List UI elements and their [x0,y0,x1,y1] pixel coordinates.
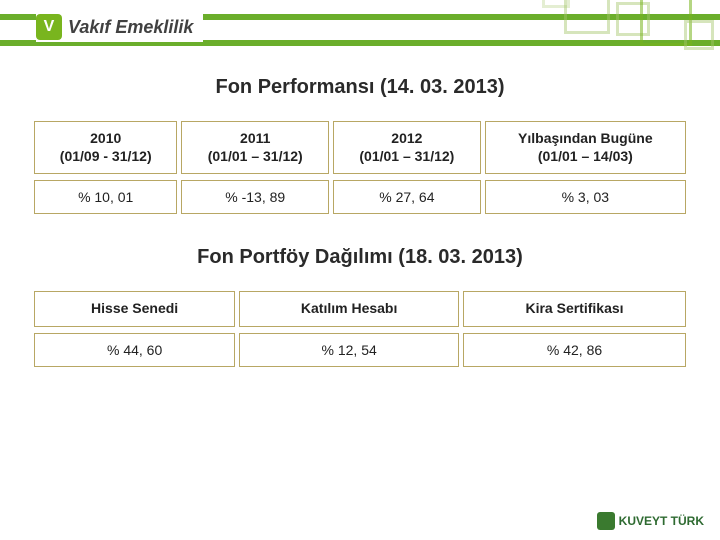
header: V Vakıf Emeklilik [0,0,720,58]
alloc-value-katilim: % 12, 54 [239,333,459,367]
content: Fon Performansı (14. 03. 2013) 2010 (01/… [0,58,720,373]
performance-table: 2010 (01/09 - 31/12) 2011 (01/01 – 31/12… [30,115,690,220]
col-header-2010: 2010 (01/09 - 31/12) [34,121,177,174]
perf-value-ytd: % 3, 03 [485,180,686,214]
col-header-2011: 2011 (01/01 – 31/12) [181,121,329,174]
col-header-katilim: Katılım Hesabı [239,291,459,327]
brand-logo: V Vakıf Emeklilik [36,12,203,42]
brand-mark-icon: V [36,14,62,40]
col-header-2012: 2012 (01/01 – 31/12) [333,121,481,174]
footer-brand-icon [597,512,615,530]
table-row: % 44, 60 % 12, 54 % 42, 86 [34,333,686,367]
perf-value-2011: % -13, 89 [181,180,329,214]
table-row: % 10, 01 % -13, 89 % 27, 64 % 3, 03 [34,180,686,214]
table-header-row: 2010 (01/09 - 31/12) 2011 (01/01 – 31/12… [34,121,686,174]
alloc-value-kira: % 42, 86 [463,333,686,367]
alloc-value-hisse: % 44, 60 [34,333,235,367]
footer-brand-text: KUVEYT TÜRK [619,514,704,528]
perf-value-2010: % 10, 01 [34,180,177,214]
table-header-row: Hisse Senedi Katılım Hesabı Kira Sertifi… [34,291,686,327]
col-header-kira: Kira Sertifikası [463,291,686,327]
perf-value-2012: % 27, 64 [333,180,481,214]
footer-brand: KUVEYT TÜRK [597,512,704,530]
allocation-title: Fon Portföy Dağılımı (18. 03. 2013) [30,246,690,269]
performance-title: Fon Performansı (14. 03. 2013) [30,76,690,99]
header-decoration [500,0,720,58]
allocation-table: Hisse Senedi Katılım Hesabı Kira Sertifi… [30,285,690,373]
brand-text: Vakıf Emeklilik [68,17,193,38]
col-header-hisse: Hisse Senedi [34,291,235,327]
col-header-ytd: Yılbaşından Bugüne (01/01 – 14/03) [485,121,686,174]
